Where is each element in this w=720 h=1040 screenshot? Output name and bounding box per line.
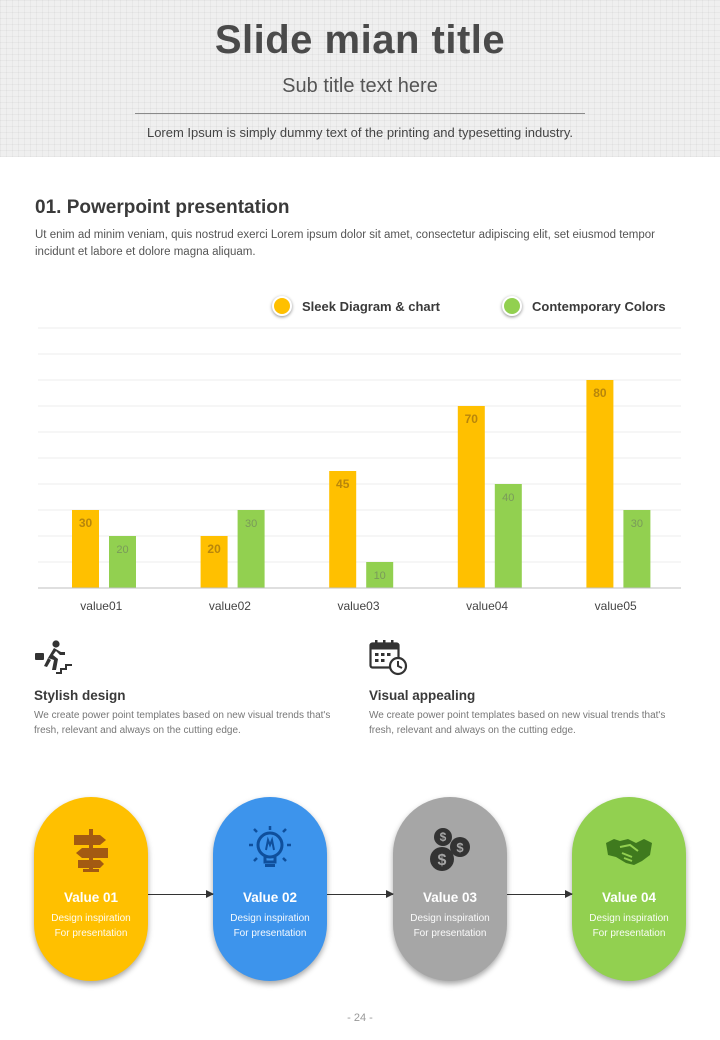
process-step-2: Value 02 Design inspiration For presenta…	[213, 797, 327, 981]
feature-description-visual: We create power point templates based on…	[369, 710, 666, 736]
chart-data-label: 20	[207, 542, 221, 556]
signpost-icon	[66, 825, 116, 875]
chart-bar	[586, 380, 614, 588]
process-arrow-3	[507, 890, 573, 898]
chart-category-label: value02	[209, 599, 251, 613]
dollar-coins-icon: $ $ $	[425, 825, 475, 875]
chart-data-label: 30	[79, 516, 93, 530]
process-arrow-2	[327, 890, 394, 898]
chart-data-label: 30	[245, 518, 257, 530]
chart-data-label: 70	[465, 412, 479, 426]
slide-subtitle: Sub title text here	[282, 75, 438, 97]
slide-title: Slide mian title	[214, 18, 506, 62]
process-arrow-1	[148, 890, 214, 898]
handshake-icon	[604, 825, 654, 875]
green-dot-icon	[502, 296, 522, 316]
lightbulb-icon	[245, 825, 295, 875]
running-man-stairs-icon	[34, 640, 74, 681]
chart-bar	[457, 406, 485, 588]
legend-item-sleek: Sleek Diagram & chart	[272, 296, 440, 316]
section-description: Ut enim ad minim veniam, quis nostrud ex…	[35, 229, 655, 258]
process-text: Design inspiration For presentation	[51, 913, 131, 939]
svg-text:$: $	[438, 852, 447, 869]
process-title: Value 02	[242, 890, 298, 905]
chart-bar	[623, 510, 651, 588]
header-banner: Slide mian title Sub title text here Lor…	[0, 0, 720, 157]
chart-category-label: value01	[80, 599, 122, 613]
process-title: Value 01	[63, 890, 119, 905]
chart-bar	[109, 536, 136, 588]
chart-data-label: 10	[374, 570, 386, 582]
legend-item-contemporary: Contemporary Colors	[502, 296, 666, 316]
header-divider	[135, 113, 585, 114]
yellow-dot-icon	[272, 296, 292, 316]
process-text: Design inspiration For presentation	[589, 913, 669, 939]
svg-text:$: $	[440, 830, 447, 844]
chart-bar	[494, 484, 522, 588]
chart-bar	[366, 562, 394, 588]
process-step-4: Value 04 Design inspiration For presenta…	[572, 797, 686, 981]
legend-label: Sleek Diagram & chart	[302, 298, 441, 314]
process-step-1: Value 01 Design inspiration For presenta…	[34, 797, 148, 981]
bar-chart: 30 20 value01 20 30 value02 45 10 value03 70 40 val…	[38, 327, 681, 613]
process-text: Design inspiration For presentation	[230, 913, 310, 939]
process-title: Value 03	[422, 890, 478, 905]
chart-data-label: 40	[502, 492, 514, 504]
feature-title-stylish: Stylish design	[34, 688, 126, 703]
process-text: Design inspiration For presentation	[410, 913, 490, 939]
legend-label: Contemporary Colors	[532, 298, 666, 314]
chart-category-label: value05	[595, 599, 637, 613]
chart-data-label: 20	[116, 544, 128, 556]
svg-text:$: $	[456, 840, 464, 855]
process-step-3: $ $ $ Value 03 Design inspiration For pr…	[393, 797, 507, 981]
feature-title-visual: Visual appealing	[369, 688, 476, 703]
chart-data-label: 45	[336, 477, 350, 491]
chart-bar	[200, 536, 228, 588]
process-title: Value 04	[601, 890, 657, 905]
chart-bar	[329, 471, 357, 588]
chart-category-label: value04	[466, 599, 508, 613]
section-title: 01. Powerpoint presentation	[35, 197, 290, 218]
chart-category-label: value03	[337, 599, 379, 613]
calendar-clock-icon	[369, 639, 409, 682]
feature-description-stylish: We create power point templates based on…	[34, 710, 331, 736]
header-description: Lorem Ipsum is simply dummy text of the …	[146, 125, 574, 140]
page-number: - 24 -	[347, 1012, 373, 1024]
chart-bar	[72, 510, 99, 588]
chart-bar	[237, 510, 265, 588]
chart-data-label: 30	[631, 518, 643, 530]
chart-data-label: 80	[593, 386, 607, 400]
